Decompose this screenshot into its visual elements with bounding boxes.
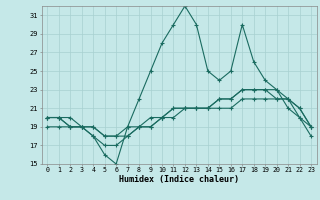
X-axis label: Humidex (Indice chaleur): Humidex (Indice chaleur) — [119, 175, 239, 184]
